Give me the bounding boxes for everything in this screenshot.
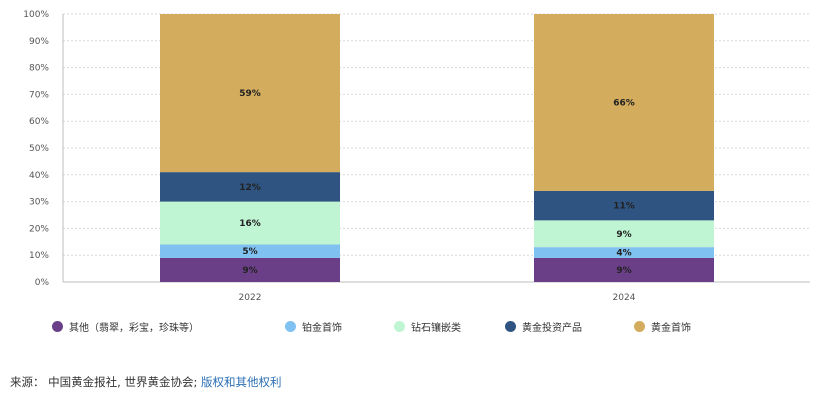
segment-value-label: 59% [239,89,261,99]
segment-value-label: 4% [616,249,631,259]
legend-label: 黄金投资产品 [522,322,582,334]
bar-segment [534,247,714,258]
legend-item: 钻石镶嵌类 [394,319,461,334]
segment-value-label: 9% [616,230,631,240]
x-tick-label: 2024 [613,293,636,303]
rights-link[interactable]: 版权和其他权利 [201,375,282,389]
y-tick-label: 100% [23,10,49,20]
legend-swatch [634,320,645,332]
segment-value-label: 9% [616,266,631,276]
bar-segment [160,172,340,202]
bar-segment [160,257,340,282]
bar-segment [534,190,714,221]
legend-swatch [52,320,63,332]
segment-value-label: 5% [242,247,257,257]
segment-value-label: 11% [613,202,635,212]
legend-label: 其他（翡翠，彩宝，珍珠等） [69,322,199,334]
source-note: 来源： 中国黄金报社, 世界黄金协会; 版权和其他权利 [10,374,282,390]
y-tick-label: 0% [35,278,50,288]
legend-item: 黄金投资产品 [505,319,582,334]
bar-segment [534,257,714,282]
segment-value-label: 16% [239,219,261,229]
bar-segment [160,14,340,173]
legend-label: 铂金首饰 [302,322,342,334]
y-tick-label: 30% [29,198,49,208]
segment-value-label: 9% [242,266,257,276]
bar-segment [534,14,714,191]
bar-segment [160,244,340,258]
legend-item: 铂金首饰 [285,319,342,334]
y-tick-label: 10% [29,251,49,261]
segment-value-label: 66% [613,98,635,108]
legend-swatch [505,320,516,332]
bar-segment [160,201,340,245]
legend-item: 黄金首饰 [634,319,691,334]
y-tick-label: 20% [29,224,49,234]
legend: 其他（翡翠，彩宝，珍珠等） 铂金首饰 钻石镶嵌类 黄金投资产品 黄金首饰 [52,316,691,336]
legend-swatch [394,320,405,332]
legend-label: 钻石镶嵌类 [411,322,461,334]
segment-value-label: 12% [239,183,261,193]
legend-swatch [285,320,296,332]
y-tick-label: 60% [29,117,49,127]
y-tick-label: 90% [29,37,49,47]
legend-item: 其他（翡翠，彩宝，珍珠等） [52,319,199,334]
bar-segment [534,220,714,248]
y-tick-label: 70% [29,90,49,100]
source-prefix: 来源： [10,375,45,389]
y-tick-label: 80% [29,64,49,74]
x-tick-label: 2022 [239,293,262,303]
y-tick-label: 50% [29,144,49,154]
source-text: 中国黄金报社, 世界黄金协会; [48,375,198,389]
y-tick-label: 40% [29,171,49,181]
legend-label: 黄金首饰 [651,322,691,334]
stacked-bar-chart: 0% 10% 20% 30% 40% 50% 60% 70% 80% 90% 100% 9% 5% 16… [23,10,810,303]
